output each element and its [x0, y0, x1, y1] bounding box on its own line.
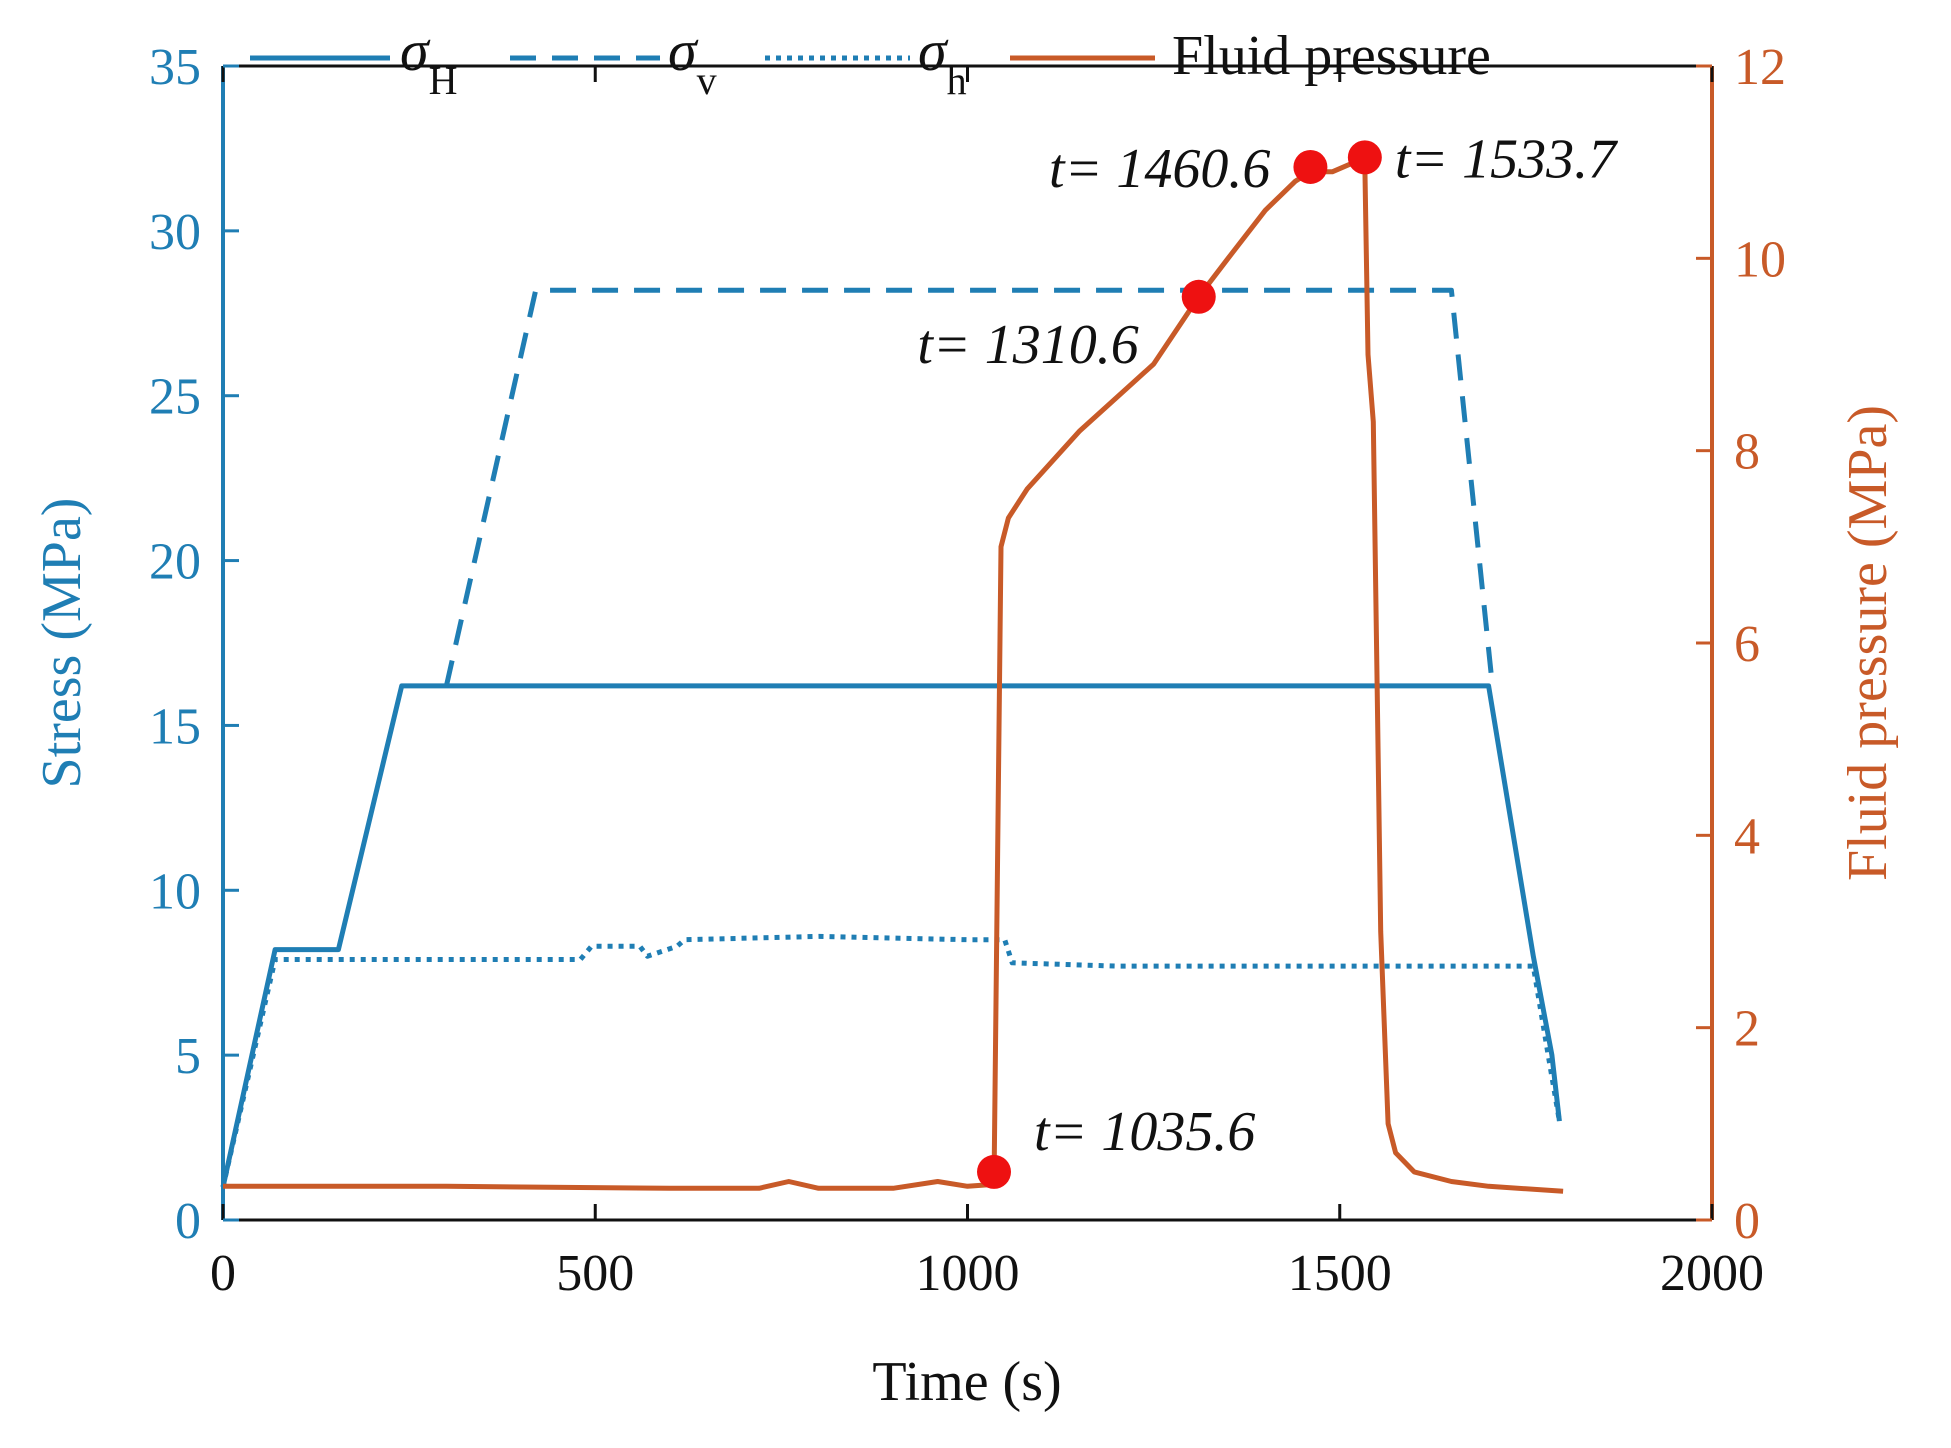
y-left-axis-label: Stress (MPa) — [31, 498, 93, 789]
legend: σH σv σh Fluid pressure — [250, 18, 1491, 103]
legend-label-sigma-h-max: σH — [400, 18, 458, 103]
legend-label-sigma-v: σv — [668, 18, 717, 103]
series-line-2 — [220, 933, 1562, 1188]
y-right-axis-label: Fluid pressure (MPa) — [1837, 405, 1899, 881]
x-tick-label: 1000 — [916, 1245, 1020, 1302]
y-right-tick-label: 12 — [1734, 39, 1786, 96]
event-annotation: t= 1310.6 — [917, 314, 1138, 376]
y-right-tick-label: 2 — [1734, 1001, 1760, 1058]
y-right-tick-label: 6 — [1734, 616, 1760, 673]
x-tick-label: 500 — [556, 1245, 634, 1302]
event-annotation: t= 1533.7 — [1395, 128, 1618, 190]
event-annotation: t= 1460.6 — [1049, 138, 1270, 200]
event-annotation: t= 1035.6 — [1034, 1101, 1255, 1163]
event-marker — [1347, 140, 1382, 175]
legend-label-fluid-pressure: Fluid pressure — [1172, 25, 1491, 87]
y-left-tick-label: 30 — [149, 204, 201, 261]
event-marker — [1293, 149, 1328, 184]
series-line-3 — [223, 159, 1564, 1194]
legend-label-sigma-h-min: σh — [918, 18, 967, 103]
x-tick-label: 2000 — [1660, 1245, 1764, 1302]
y-right-tick-label: 8 — [1734, 424, 1760, 481]
y-right-tick-label: 4 — [1734, 808, 1760, 865]
y-left-tick-label: 5 — [175, 1028, 201, 1085]
y-left-tick-label: 0 — [175, 1193, 201, 1250]
series-line-0 — [220, 683, 1562, 1188]
x-axis-label: Time (s) — [872, 1351, 1061, 1413]
y-left-tick-label: 35 — [149, 39, 201, 96]
y-right-tick-label: 10 — [1734, 231, 1786, 288]
y-left-tick-label: 20 — [149, 534, 201, 591]
event-marker — [1181, 279, 1216, 314]
x-tick-label: 0 — [210, 1245, 236, 1302]
y-right-tick-label: 0 — [1734, 1193, 1760, 1250]
series-line-1 — [443, 287, 1495, 687]
event-marker — [977, 1154, 1012, 1189]
y-left-tick-label: 15 — [149, 698, 201, 755]
y-left-tick-label: 10 — [149, 863, 201, 920]
x-tick-label: 1500 — [1288, 1245, 1392, 1302]
y-left-tick-label: 25 — [149, 369, 201, 426]
